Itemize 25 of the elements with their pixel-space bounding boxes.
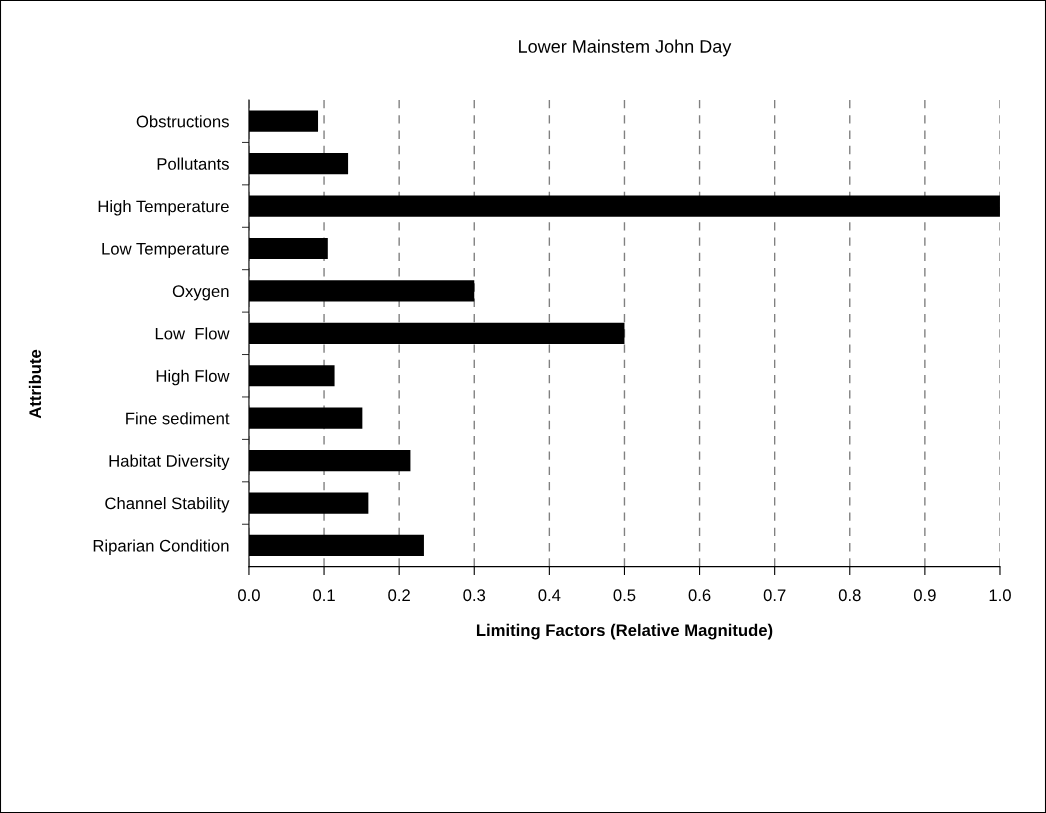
x-tick-label: 0.9 xyxy=(913,589,936,602)
x-tick-label: 0.7 xyxy=(763,589,786,602)
y-tick-label: Pollutants xyxy=(157,157,229,170)
x-tick-label: 0.4 xyxy=(538,589,561,602)
y-tick-label: High Flow xyxy=(156,369,230,386)
x-tick-label: 0.8 xyxy=(838,589,861,602)
x-tick-label: 0.6 xyxy=(688,589,711,602)
x-axis-title: Limiting Factors (Relative Magnitude) xyxy=(476,623,773,640)
y-tick-label: Riparian Condition xyxy=(93,539,229,555)
y-tick-label: Low Flow xyxy=(155,327,230,340)
x-tick-label: 0.0 xyxy=(238,589,260,602)
x-tick-label: 0.2 xyxy=(388,589,410,602)
y-tick-label: High Temperature xyxy=(98,200,229,216)
x-tick-label: 0.5 xyxy=(613,589,636,602)
x-tick-label: 1.0 xyxy=(989,589,1011,602)
y-tick-label: Channel Stability xyxy=(105,496,230,513)
chart-title: Lower Mainstem John Day xyxy=(519,39,732,57)
y-tick-label: Habitat Diversity xyxy=(109,454,230,471)
x-tick-label: 0.3 xyxy=(463,589,486,602)
y-axis-title: Attribute xyxy=(28,349,42,419)
y-tick-label: Obstructions xyxy=(136,115,229,128)
y-tick-label: Low Temperature xyxy=(102,243,229,258)
x-tick-label: 0.1 xyxy=(313,589,335,602)
y-tick-label: Fine sediment xyxy=(126,412,230,425)
y-tick-label: Oxygen xyxy=(172,285,229,301)
